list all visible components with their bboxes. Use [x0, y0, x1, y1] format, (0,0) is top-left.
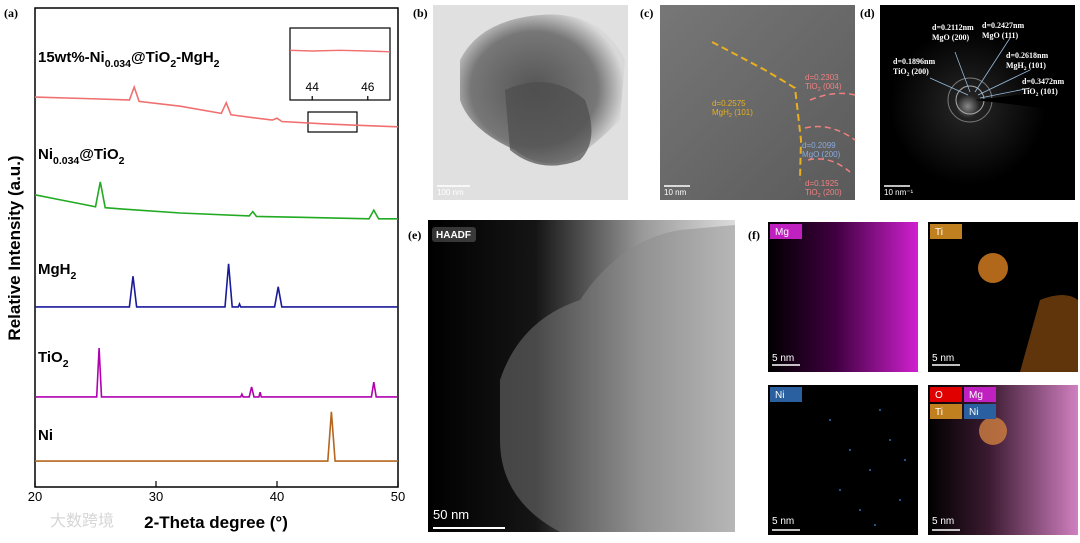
element-chip: [964, 404, 996, 419]
element-chip: [930, 387, 962, 402]
watermark: 大数跨境: [50, 511, 114, 530]
scale-bar-label: 100 nm: [437, 188, 464, 197]
panel-label: (c): [640, 6, 653, 20]
series-line: [35, 411, 398, 462]
series-label: TiO2: [38, 349, 69, 370]
haadf-label: HAADF: [436, 230, 471, 241]
element-label: Mg: [969, 390, 983, 401]
element-label: Ti: [935, 227, 943, 238]
scale-bar-label: 5 nm: [772, 353, 794, 364]
series-label: MgH2: [38, 261, 77, 282]
panel-label: (d): [860, 6, 875, 20]
element-chip: [770, 224, 802, 239]
series-line: [289, 49, 391, 53]
scale-bar-label: 10 nm: [664, 188, 687, 197]
series-line: [35, 348, 398, 398]
scale-bar-label: 5 nm: [932, 353, 954, 364]
panel-label: (a): [4, 6, 18, 20]
scale-bar-label: 5 nm: [932, 516, 954, 527]
ti-region: [1020, 295, 1078, 372]
boundary-line: [711, 41, 803, 181]
element-chip: [964, 387, 996, 402]
x-axis-title: 2-Theta degree (°): [144, 513, 288, 532]
scale-bar-label: 50 nm: [433, 507, 469, 522]
pointer-lines: [929, 37, 1031, 99]
hrtem-annotation: d=0.1925: [805, 179, 839, 188]
x-tick-label: 20: [28, 489, 42, 504]
series-label: Ni0.034@TiO2: [38, 146, 125, 167]
tem-particle: [505, 82, 592, 166]
saed-annotation: MgH2 (101): [1006, 61, 1046, 72]
series-line: [35, 263, 398, 308]
hrtem-annotation: MgH2 (101): [712, 108, 753, 119]
x-tick-label: 44: [306, 80, 320, 94]
hrtem-annotation: TiO2 (200): [805, 188, 842, 199]
saed-annotation: d=0.3472nm: [1022, 77, 1064, 86]
hrtem-annotation: d=0.2303: [805, 73, 839, 82]
scale-bars: [772, 364, 960, 531]
scale-bar-label: 10 nm⁻¹: [884, 188, 913, 197]
ti-cluster: [979, 417, 1007, 445]
x-tick-label: 50: [391, 489, 405, 504]
y-axis-title: Relative Intensity (a.u.): [5, 155, 24, 340]
element-label: Mg: [775, 227, 789, 238]
beam-stop: [975, 90, 1060, 110]
haadf-image: [428, 220, 735, 532]
element-chip: [930, 224, 962, 239]
ni-map: [768, 385, 918, 535]
element-chip: [930, 404, 962, 419]
series-label: 15wt%-Ni0.034@TiO2-MgH2: [38, 49, 220, 70]
x-tick-label: 40: [270, 489, 284, 504]
plot-frame: [34, 7, 399, 488]
series-line: [34, 181, 398, 220]
saed-annotation: MgO (111): [982, 31, 1019, 40]
saed-annotation: d=0.2427nm: [982, 21, 1024, 30]
scale-bar-label: 5 nm: [772, 516, 794, 527]
element-label: Ni: [969, 407, 978, 418]
series-line: [34, 84, 399, 128]
hrtem-annotation: d=0.2099: [802, 141, 836, 150]
hrtem-annotation: TiO2 (004): [805, 82, 842, 93]
ti-cluster: [978, 253, 1008, 283]
saed-annotation: d=0.2618nm: [1006, 51, 1048, 60]
element-label: O: [935, 390, 943, 401]
panel-label: (f): [748, 228, 760, 242]
panel-label: (e): [408, 228, 421, 242]
saed-annotation: d=0.2112nm: [932, 23, 974, 32]
hrtem-annotation: MgO (200): [802, 150, 841, 159]
saed-annotation: d=0.1896nm: [893, 57, 935, 66]
saed-annotation: MgO (200): [932, 33, 969, 42]
x-tick-label: 30: [149, 489, 163, 504]
mg-map: [768, 222, 918, 372]
saed-annotation: TiO2 (101): [1022, 87, 1058, 98]
element-label: Ni: [775, 390, 784, 401]
element-label: Ti: [935, 407, 943, 418]
element-chip: [770, 387, 802, 402]
panel-label: (b): [413, 6, 428, 20]
label-box: [432, 227, 476, 242]
x-tick-label: 46: [361, 80, 375, 94]
zoom-box: [307, 111, 358, 133]
inset-frame: [289, 27, 391, 101]
boundary-line: [804, 92, 856, 173]
hrtem-annotation: d=0.2575: [712, 99, 746, 108]
haadf-particle: [500, 225, 735, 532]
saed-annotation: TiO2 (200): [893, 67, 929, 78]
series-label: Ni: [38, 427, 53, 444]
ni-dots: [829, 409, 906, 526]
hrtem-image: [660, 5, 855, 200]
